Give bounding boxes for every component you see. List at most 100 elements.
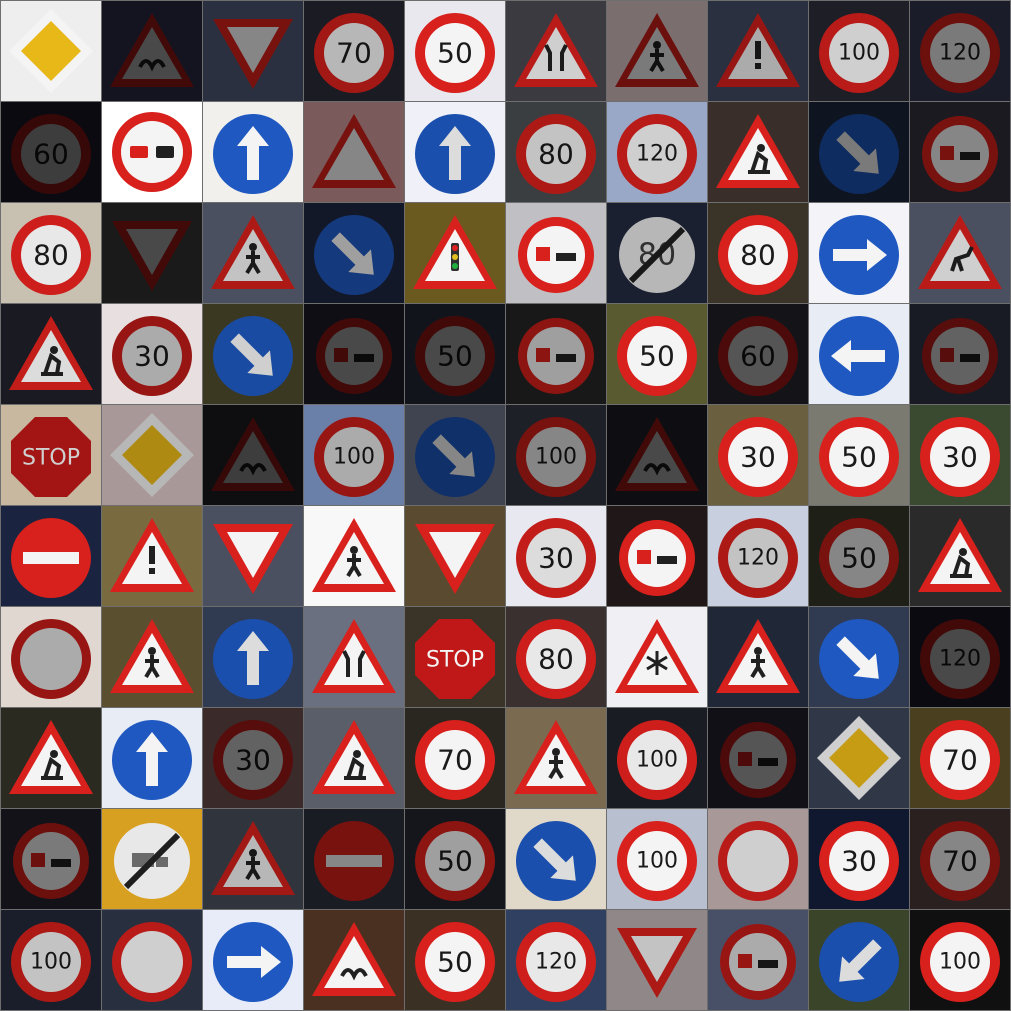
warning-sign-icon (708, 102, 808, 202)
sign-thumbnail (1, 304, 101, 404)
speed-limit-label: 80 (538, 138, 574, 171)
sign-thumbnail (708, 607, 808, 707)
speed-limit-label: 120 (636, 142, 678, 167)
sign-thumbnail: 100 (304, 405, 404, 505)
warning-sign-icon (102, 506, 202, 606)
sign-thumbnail (708, 708, 808, 808)
sign-thumbnail (607, 405, 707, 505)
speed-limit-label: 100 (535, 445, 577, 470)
speed-sign-icon: 70 (910, 708, 1010, 808)
speed-sign-icon: 50 (607, 304, 707, 404)
speed-sign-icon: 50 (405, 910, 505, 1010)
sign-thumbnail: STOP (405, 607, 505, 707)
sign-thumbnail (405, 203, 505, 303)
sign-thumbnail: 120 (506, 910, 606, 1010)
speed-limit-label: 50 (639, 340, 675, 373)
sign-thumbnail: 30 (910, 405, 1010, 505)
warning-sign-icon (708, 607, 808, 707)
speed-limit-label: 80 (538, 643, 574, 676)
sign-thumbnail: 60 (1, 102, 101, 202)
speed-limit-label: 100 (333, 445, 375, 470)
noentry-sign-icon (1, 506, 101, 606)
end80-sign-icon: 80 (607, 203, 707, 303)
truck-nopass-sign-icon (304, 304, 404, 404)
speed-limit-label: 100 (636, 748, 678, 773)
speed-limit-label: 30 (538, 542, 574, 575)
truck-nopass-sign-icon (708, 708, 808, 808)
speed-sign-icon: 120 (910, 607, 1010, 707)
blue-arrow-sign-icon (203, 102, 303, 202)
speed-limit-label: 70 (336, 37, 372, 70)
sign-thumbnail (102, 506, 202, 606)
sign-thumbnail (506, 304, 606, 404)
sign-thumbnail (203, 809, 303, 909)
speed-sign-icon: 80 (506, 102, 606, 202)
circle-plain-sign-icon (102, 910, 202, 1010)
sign-thumbnail (506, 1, 606, 101)
sign-thumbnail: 30 (506, 506, 606, 606)
sign-thumbnail (1, 809, 101, 909)
speed-sign-icon: 100 (1, 910, 101, 1010)
speed-limit-label: 100 (30, 950, 72, 975)
sign-thumbnail (102, 910, 202, 1010)
speed-sign-icon: 120 (910, 1, 1010, 101)
priority-sign-icon (809, 708, 909, 808)
warning-sign-icon (708, 1, 808, 101)
stop-sign-icon: STOP (1, 405, 101, 505)
sign-thumbnail: 80 (506, 102, 606, 202)
sign-thumbnail (809, 607, 909, 707)
sign-thumbnail (203, 910, 303, 1010)
warning-sign-icon (304, 910, 404, 1010)
sign-thumbnail: 100 (607, 809, 707, 909)
speed-sign-icon: 100 (607, 708, 707, 808)
speed-sign-icon: 100 (809, 1, 909, 101)
sign-thumbnail (607, 910, 707, 1010)
sign-thumbnail (203, 102, 303, 202)
blue-arrow-sign-icon (809, 102, 909, 202)
sign-thumbnail (102, 102, 202, 202)
truck-nopass-sign-icon (1, 809, 101, 909)
speed-limit-label: 100 (636, 849, 678, 874)
sign-thumbnail (809, 203, 909, 303)
warning-sign-icon (506, 708, 606, 808)
sign-thumbnail (910, 506, 1010, 606)
speed-sign-icon: 120 (506, 910, 606, 1010)
speed-sign-icon: 100 (910, 910, 1010, 1010)
sign-thumbnail (304, 506, 404, 606)
circle-plain-sign-icon (708, 809, 808, 909)
priority-sign-icon (1, 1, 101, 101)
sign-thumbnail: 80 (607, 203, 707, 303)
sign-thumbnail: 100 (506, 405, 606, 505)
speed-limit-label: 30 (841, 845, 877, 878)
sign-thumbnail (102, 809, 202, 909)
sign-thumbnail (304, 203, 404, 303)
sign-thumbnail (708, 809, 808, 909)
sign-thumbnail: 30 (203, 708, 303, 808)
sign-thumbnail (910, 102, 1010, 202)
speed-limit-label: 80 (740, 239, 776, 272)
sign-thumbnail (203, 203, 303, 303)
sign-thumbnail (809, 102, 909, 202)
warning-sign-icon (304, 607, 404, 707)
sign-thumbnail (102, 607, 202, 707)
speed-limit-label: 100 (939, 950, 981, 975)
sign-thumbnail (910, 203, 1010, 303)
speed-sign-icon: 100 (607, 809, 707, 909)
sign-thumbnail: 50 (809, 506, 909, 606)
sign-thumbnail (304, 708, 404, 808)
speed-limit-label: 60 (740, 340, 776, 373)
truck-nopass-sign-icon (910, 304, 1010, 404)
sign-thumbnail (102, 1, 202, 101)
truck-nopass-sign-icon (910, 102, 1010, 202)
blue-arrow-sign-icon (809, 607, 909, 707)
speed-sign-icon: 30 (910, 405, 1010, 505)
sign-thumbnail (506, 203, 606, 303)
sign-thumbnail (809, 304, 909, 404)
sign-thumbnail: 100 (1, 910, 101, 1010)
sign-thumbnail (102, 708, 202, 808)
speed-sign-icon: 70 (910, 809, 1010, 909)
sign-thumbnail (102, 405, 202, 505)
speed-limit-label: 50 (841, 542, 877, 575)
truck-nopass-sign-icon (506, 203, 606, 303)
warning-sign-icon (607, 1, 707, 101)
